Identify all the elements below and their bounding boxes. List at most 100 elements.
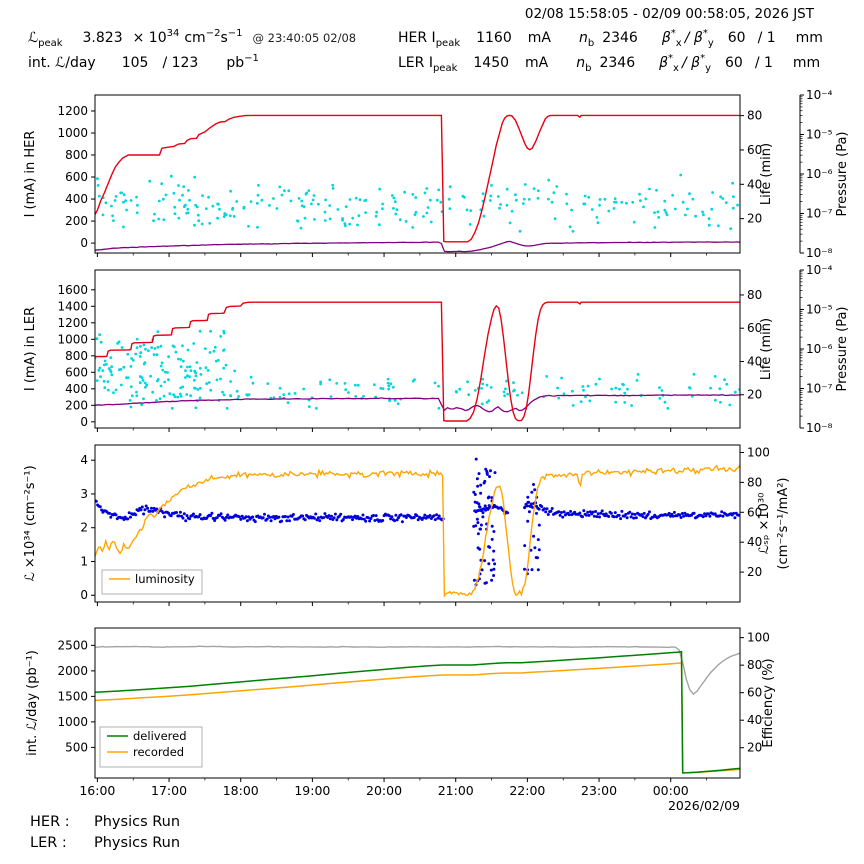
header-text: 60 — [727, 30, 746, 46]
header-text: 1160 — [476, 30, 512, 46]
ler-pressure-axis-label: Pressure (Pa) — [835, 306, 850, 391]
her-y-axis-label: I (mA) in HER — [23, 131, 38, 218]
y-tick-label: 800 — [65, 148, 88, 162]
header-text: * — [700, 53, 706, 64]
right-tick-label: 100 — [747, 445, 770, 459]
right-tick-label: 60 — [747, 143, 762, 157]
right-tick-label: 20 — [747, 565, 762, 579]
header-text: 2346 — [602, 30, 638, 46]
specific-luminosity-scatter — [95, 457, 740, 587]
y-tick-label: 1000 — [57, 126, 88, 140]
her-run-mode: HER : Physics Run — [30, 814, 180, 830]
header-text: mm — [792, 55, 821, 71]
header-text: x — [675, 38, 682, 49]
legend-label: recorded — [133, 745, 184, 759]
ler-series — [95, 301, 740, 422]
luminosity-panel: 0 1 2 3 4 20 40 60 80 100 ℒ ×10³⁴ (cm⁻²s⁻¹) ℒₛₚ ×10… — [23, 444, 791, 606]
header-text: y — [707, 38, 714, 49]
header-text: 2346 — [599, 55, 636, 71]
integrated-panel: 500 1000 1500 2000 2500 20 40 60 80 100 16:00 17:00… — [25, 627, 776, 798]
header-text: β — [661, 30, 671, 46]
right-tick-label: 20 — [747, 741, 762, 755]
luminosity-right-axis-label: ℒₛₚ ×10³⁰ — [757, 493, 772, 555]
header-text: HER I — [398, 30, 436, 46]
header-text: / β — [681, 55, 701, 71]
y-tick-label: 600 — [65, 365, 88, 379]
header-text: / β — [684, 30, 703, 46]
integrated-series — [95, 645, 740, 774]
y-tick-label: 1600 — [57, 283, 88, 297]
header-text: * — [670, 28, 676, 39]
x-tick-label: 20:00 — [366, 783, 402, 798]
luminosity-line — [95, 464, 740, 598]
luminosity-legend — [101, 569, 203, 595]
x-tick-label: 17:00 — [151, 783, 187, 798]
her-peak-current-row: HER Ipeak 1160 mA nb 2346 β*x / β*y 60/ 1 mm — [398, 28, 823, 49]
her-right-axis-label: Life (min) — [759, 143, 774, 205]
her-panel: 0 200 400 600 800 1000 1200 20 40 60 80 I (mA) in H… — [23, 88, 850, 260]
ler-frame — [94, 269, 741, 429]
pressure-tick-label: 10⁻⁸ — [806, 246, 833, 260]
header-text: LER I — [398, 55, 433, 71]
ler-right-axis-label: Life (min) — [759, 318, 774, 380]
header-text: 60 — [725, 55, 743, 71]
her-series — [95, 114, 740, 253]
her-lifetime-line — [95, 240, 740, 253]
header-text: cm — [184, 30, 206, 46]
ler-run-label: LER : — [30, 835, 67, 851]
y-tick-label: 500 — [65, 740, 88, 754]
x-tick-label: 19:00 — [294, 783, 330, 798]
ler-lifetime-line — [95, 394, 740, 413]
header-text: 3.823 — [82, 30, 123, 46]
y-tick-label: 1200 — [57, 104, 88, 118]
her-run-label: HER : — [30, 814, 70, 830]
ler-peak-current-row: LER Ipeak 1450 mA nb 2346 β*x / β*y 60/ 1 mm — [398, 53, 820, 74]
luminosity-right-axis-label: (cm⁻²s⁻¹/mA²) — [776, 477, 791, 569]
pressure-tick-label: 10⁻⁵ — [806, 128, 833, 142]
legend-label: luminosity — [135, 572, 195, 586]
date-label: 2026/02/09 — [668, 798, 740, 813]
header-text: * — [668, 53, 674, 64]
her-current-line — [95, 114, 740, 243]
y-tick-label: 200 — [65, 214, 88, 228]
y-tick-label: 400 — [65, 382, 88, 396]
y-tick-label: 0 — [80, 588, 88, 602]
x-tick-label: 18:00 — [223, 783, 259, 798]
right-tick-label: 60 — [747, 321, 762, 335]
y-tick-label: 2 — [80, 521, 88, 535]
y-tick-label: 2500 — [57, 638, 88, 652]
x-tick-label: 16:00 — [79, 783, 115, 798]
pressure-tick-label: 10⁻⁷ — [806, 207, 833, 221]
header-text: × 10 — [132, 30, 167, 46]
pressure-tick-label: 10⁻⁶ — [806, 167, 833, 181]
header-text: n — [578, 30, 588, 46]
x-tick-label: 22:00 — [509, 783, 545, 798]
header-text: x — [673, 63, 679, 74]
header-text: pb — [226, 55, 245, 71]
right-tick-label: 80 — [747, 475, 762, 489]
right-tick-label: 80 — [747, 658, 762, 672]
header-text: ℒ — [28, 30, 39, 46]
right-tick-label: 100 — [747, 631, 770, 645]
date-range-title: 02/08 15:58:05 - 02/09 00:58:05, 2026 JS… — [524, 6, 814, 22]
x-tick-label: 21:00 — [438, 783, 474, 798]
header-text: s — [220, 30, 228, 46]
header-text: / 1 — [757, 30, 776, 46]
integrated-frame — [94, 627, 741, 779]
header-text: peak — [432, 63, 458, 74]
header-text: / 123 — [162, 55, 199, 71]
y-tick-label: 800 — [65, 349, 88, 363]
right-tick-label: 60 — [747, 686, 762, 700]
pressure-tick-label: 10⁻⁴ — [806, 263, 833, 277]
pressure-tick-label: 10⁻⁵ — [806, 303, 833, 317]
y-tick-label: 400 — [65, 192, 88, 206]
y-tick-label: 1000 — [57, 715, 88, 729]
header-text: 34 — [166, 28, 180, 39]
right-tick-label: 60 — [747, 505, 762, 519]
ler-run-value: Physics Run — [94, 835, 181, 851]
header-text: −2 — [205, 28, 221, 39]
header-text: mm — [795, 30, 823, 46]
y-tick-label: 1400 — [57, 299, 88, 313]
header-text: b — [587, 38, 595, 49]
